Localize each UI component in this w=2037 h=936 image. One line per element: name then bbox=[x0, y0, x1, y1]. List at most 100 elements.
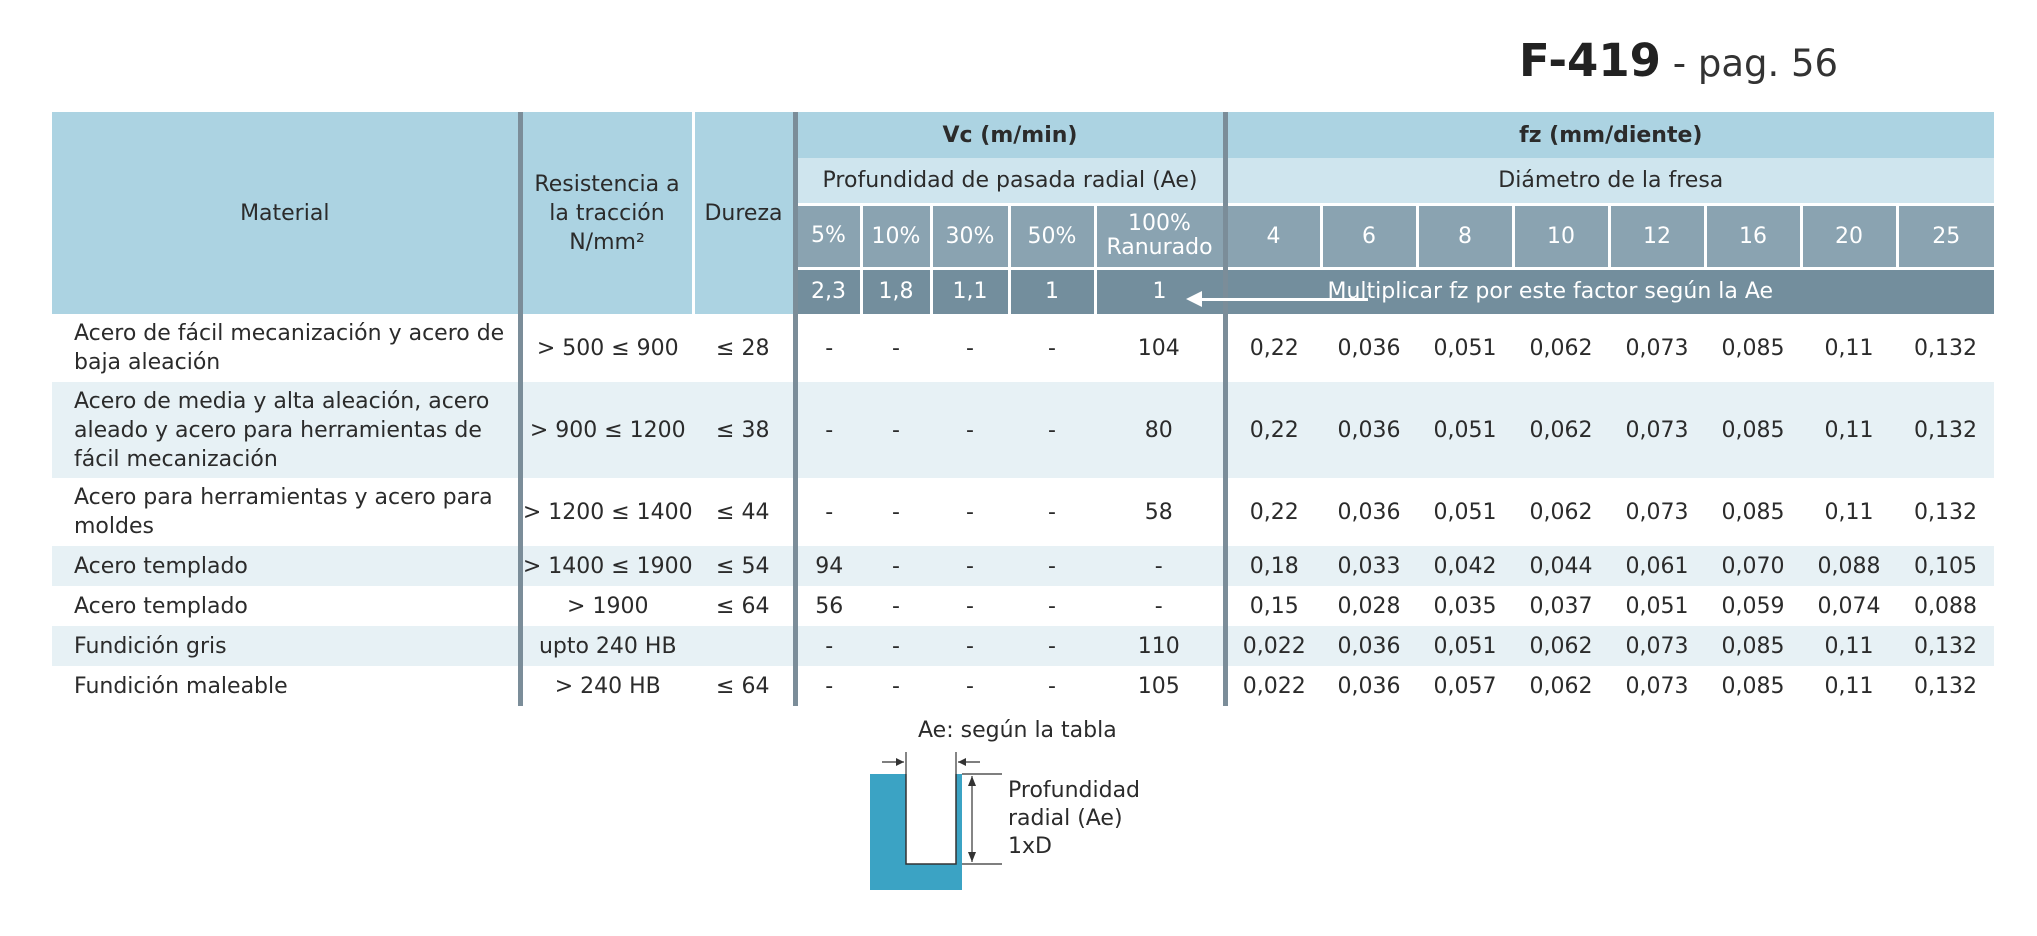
resistencia-cell: > 900 ≤ 1200 bbox=[517, 382, 693, 478]
ae-factor-3: 1 bbox=[1007, 266, 1095, 314]
table-row: Acero de fácil mecanización y acero de b… bbox=[52, 314, 1995, 382]
ae-col-0: 5% bbox=[792, 202, 861, 268]
material-cell: Fundición gris bbox=[52, 626, 520, 666]
fz-cell: 0,132 bbox=[1897, 666, 1995, 706]
fz-cell: 0,022 bbox=[1222, 666, 1321, 706]
dureza-cell: ≤ 38 bbox=[693, 382, 795, 478]
resistencia-cell: > 1200 ≤ 1400 bbox=[517, 478, 693, 546]
vc-cell: - bbox=[792, 314, 861, 382]
ae-factor-0: 2,3 bbox=[792, 266, 861, 314]
vc-cell: - bbox=[861, 626, 931, 666]
fz-cell: 0,036 bbox=[1321, 314, 1417, 382]
fz-cell: 0,11 bbox=[1801, 478, 1897, 546]
vc-cell: - bbox=[792, 626, 861, 666]
dureza-cell: ≤ 54 bbox=[693, 546, 795, 586]
material-cell: Fundición maleable bbox=[52, 666, 520, 706]
fz-cell: 0,073 bbox=[1609, 314, 1705, 382]
fz-cell: 0,062 bbox=[1513, 626, 1609, 666]
fz-cell: 0,051 bbox=[1417, 314, 1513, 382]
resistencia-cell: > 1400 ≤ 1900 bbox=[517, 546, 693, 586]
diagram-depth-line3: 1xD bbox=[1008, 834, 1052, 859]
fz-cell: 0,088 bbox=[1897, 586, 1995, 626]
vc-cell: - bbox=[1009, 314, 1095, 382]
ae-factor-4: 1 bbox=[1093, 266, 1225, 314]
ae-col-2: 30% bbox=[929, 202, 1009, 268]
page-reference: - pag. 56 bbox=[1660, 42, 1839, 85]
diagram-ae-label: Ae: según la tabla bbox=[918, 718, 1117, 743]
fz-cell: 0,057 bbox=[1417, 666, 1513, 706]
table-row: Acero templado > 1400 ≤ 1900 ≤ 54 94- - - -0,1… bbox=[52, 546, 1995, 586]
material-cell: Acero de fácil mecanización y acero de b… bbox=[52, 314, 520, 382]
dureza-cell bbox=[693, 626, 795, 666]
vc-cell: - bbox=[1095, 546, 1225, 586]
radial-depth-diagram: Ae: según la tabla Profundidad radial (A… bbox=[860, 718, 1200, 898]
fz-cell: 0,088 bbox=[1801, 546, 1897, 586]
resistencia-cell: upto 240 HB bbox=[517, 626, 693, 666]
arrow-left-icon bbox=[1185, 291, 1202, 308]
vc-cell: - bbox=[861, 478, 931, 546]
vc-cell: - bbox=[931, 626, 1009, 666]
table-row: Acero para herramientas y acero para mol… bbox=[52, 478, 1995, 546]
resistencia-cell: > 240 HB bbox=[517, 666, 693, 706]
fz-cell: 0,22 bbox=[1222, 382, 1321, 478]
vc-cell: - bbox=[1009, 546, 1095, 586]
vc-cell: - bbox=[931, 586, 1009, 626]
fz-cell: 0,042 bbox=[1417, 546, 1513, 586]
dureza-cell: ≤ 64 bbox=[693, 586, 795, 626]
header-fz: fz (mm/diente) bbox=[1222, 112, 1995, 158]
fz-cell: 0,18 bbox=[1222, 546, 1321, 586]
vc-cell: 56 bbox=[792, 586, 861, 626]
header-material: Material bbox=[52, 112, 520, 314]
fz-cell: 0,132 bbox=[1897, 626, 1995, 666]
fz-cell: 0,073 bbox=[1609, 382, 1705, 478]
material-cell: Acero para herramientas y acero para mol… bbox=[52, 478, 520, 546]
fz-cell: 0,062 bbox=[1513, 478, 1609, 546]
fz-cell: 0,085 bbox=[1705, 314, 1801, 382]
fz-cell: 0,132 bbox=[1897, 382, 1995, 478]
fz-cell: 0,059 bbox=[1705, 586, 1801, 626]
vc-cell: - bbox=[792, 382, 861, 478]
header-resistencia: Resistencia a la tracción N/mm² bbox=[517, 112, 693, 314]
fz-cell: 0,132 bbox=[1897, 478, 1995, 546]
header-ae-depth: Profundidad de pasada radial (Ae) bbox=[792, 158, 1225, 204]
vc-cell: - bbox=[931, 666, 1009, 706]
catalog-code: F-419 bbox=[1519, 34, 1661, 87]
fz-cell: 0,11 bbox=[1801, 666, 1897, 706]
fz-cell: 0,062 bbox=[1513, 666, 1609, 706]
vc-cell: - bbox=[1009, 666, 1095, 706]
vc-cell: - bbox=[931, 382, 1009, 478]
fz-cell: 0,085 bbox=[1705, 666, 1801, 706]
fz-cell: 0,051 bbox=[1417, 478, 1513, 546]
fz-cell: 0,074 bbox=[1801, 586, 1897, 626]
vc-cell: - bbox=[861, 382, 931, 478]
fz-cell: 0,085 bbox=[1705, 626, 1801, 666]
fz-cell: 0,061 bbox=[1609, 546, 1705, 586]
fz-cell: 0,036 bbox=[1321, 478, 1417, 546]
diameter-col-3: 10 bbox=[1511, 202, 1609, 268]
diagram-shape bbox=[870, 752, 1002, 890]
resistencia-cell: > 1900 bbox=[517, 586, 693, 626]
material-cell: Acero templado bbox=[52, 546, 520, 586]
fz-cell: 0,028 bbox=[1321, 586, 1417, 626]
diameter-col-7: 25 bbox=[1895, 202, 1995, 268]
vc-cell: 94 bbox=[792, 546, 861, 586]
header-dureza: Dureza bbox=[691, 112, 795, 314]
fz-cell: 0,044 bbox=[1513, 546, 1609, 586]
fz-cell: 0,105 bbox=[1897, 546, 1995, 586]
vc-cell: - bbox=[861, 586, 931, 626]
vc-cell: - bbox=[792, 666, 861, 706]
vc-cell: 58 bbox=[1095, 478, 1225, 546]
ae-col-3: 50% bbox=[1007, 202, 1095, 268]
ae-col-4: 100% Ranurado bbox=[1093, 202, 1225, 268]
vc-cell: - bbox=[1009, 626, 1095, 666]
vc-cell: - bbox=[1009, 586, 1095, 626]
page-title: F-419 - pag. 56 bbox=[1519, 34, 1838, 94]
dureza-cell: ≤ 64 bbox=[693, 666, 795, 706]
fz-cell: 0,036 bbox=[1321, 666, 1417, 706]
diameter-col-2: 8 bbox=[1415, 202, 1513, 268]
vc-cell: - bbox=[792, 478, 861, 546]
fz-cell: 0,035 bbox=[1417, 586, 1513, 626]
diameter-col-1: 6 bbox=[1319, 202, 1417, 268]
fz-cell: 0,073 bbox=[1609, 666, 1705, 706]
diameter-col-5: 16 bbox=[1703, 202, 1801, 268]
